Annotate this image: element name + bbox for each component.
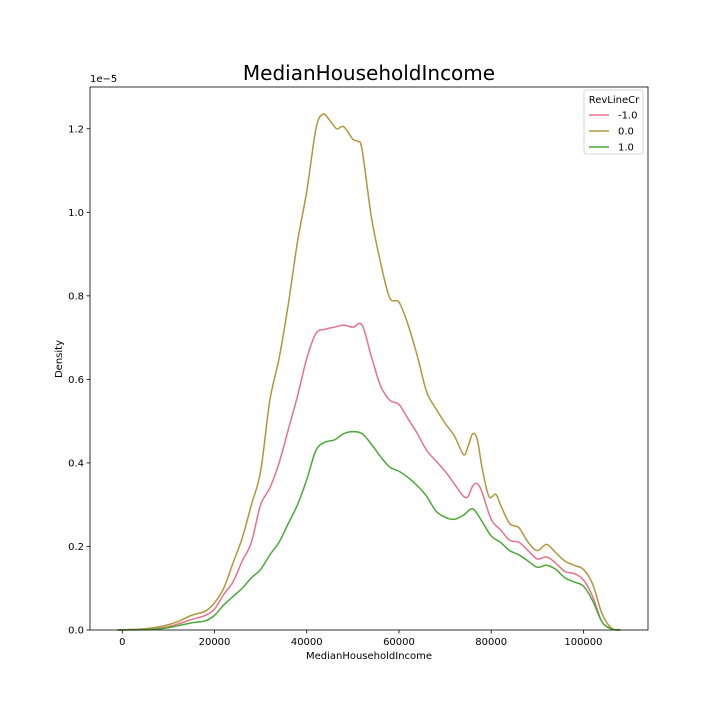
y-tick-label: 0.6: [68, 375, 84, 386]
legend: RevLineCr -1.0 0.0 1.0: [583, 89, 644, 155]
series-line-0.0: [117, 113, 621, 631]
plot-frame: [89, 86, 649, 631]
y-tick-label: 1.0: [68, 208, 84, 219]
y-tick-label: 1.2: [68, 124, 84, 135]
x-tick-label: 20000: [199, 637, 231, 648]
legend-label: 0.0: [618, 127, 634, 138]
x-tick-label: 40000: [291, 637, 323, 648]
legend-entries: -1.0 0.0 1.0: [589, 111, 638, 154]
x-tick-label: 60000: [383, 637, 415, 648]
series-line-1.0: [117, 430, 621, 631]
y-tick-label: 0.8: [68, 291, 84, 302]
legend-title: RevLineCr: [589, 95, 640, 106]
y-axis-ticks: 0.0 0.2 0.4 0.6 0.8 1.0 1.2: [68, 124, 90, 637]
series-lines: [117, 113, 621, 631]
legend-box: [583, 89, 644, 155]
y-tick-label: 0.2: [68, 542, 84, 553]
y-tick-label: 0.0: [68, 626, 84, 637]
chart-title: MedianHouseholdIncome: [243, 61, 495, 85]
x-axis-label: MedianHouseholdIncome: [306, 651, 432, 662]
x-tick-label: 0: [119, 637, 125, 648]
x-axis-ticks: 0 20000 40000 60000 80000 100000: [119, 630, 603, 648]
series-line--1.0: [117, 322, 621, 631]
x-tick-label: 100000: [564, 637, 602, 648]
legend-label: 1.0: [618, 143, 634, 154]
y-axis-label: Density: [54, 340, 65, 378]
x-tick-label: 80000: [475, 637, 507, 648]
legend-label: -1.0: [618, 111, 638, 122]
y-tick-label: 0.4: [68, 458, 84, 469]
y-offset-label: 1e−5: [90, 74, 117, 85]
